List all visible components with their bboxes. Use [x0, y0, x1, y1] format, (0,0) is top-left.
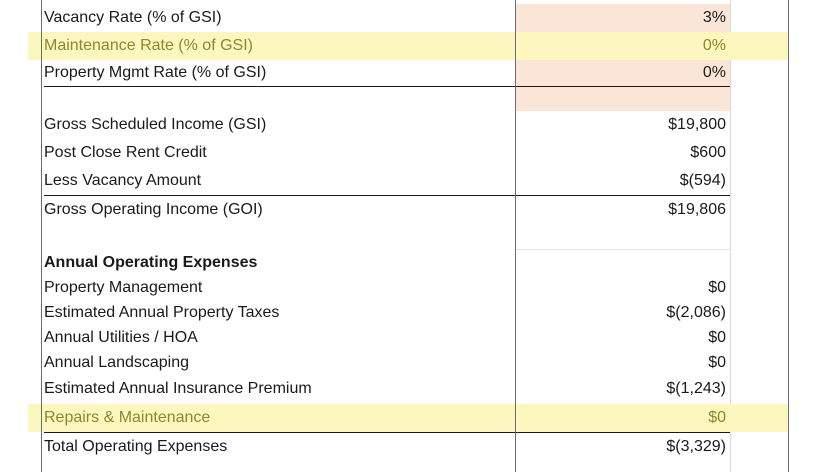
row-less-vacancy[interactable]: Less Vacancy Amount $(594): [0, 167, 816, 195]
row-label[interactable]: Maintenance Rate (% of GSI): [44, 37, 253, 54]
row-gsi[interactable]: Gross Scheduled Income (GSI) $19,800: [0, 111, 816, 139]
row-maintenance-rate[interactable]: Maintenance Rate (% of GSI) 0%: [28, 32, 788, 60]
row-value[interactable]: $(3,329): [666, 438, 726, 455]
row-value[interactable]: $0: [708, 409, 726, 426]
row-value[interactable]: 3%: [516, 4, 730, 32]
column-border: [515, 0, 516, 472]
row-utilities-hoa[interactable]: Annual Utilities / HOA $0: [0, 325, 816, 350]
row-value[interactable]: $(1,243): [666, 380, 726, 397]
row-property-management[interactable]: Property Management $0: [0, 275, 816, 300]
section-heading: Annual Operating Expenses: [44, 253, 258, 271]
row-value[interactable]: $0: [708, 278, 726, 296]
row-label[interactable]: Less Vacancy Amount: [44, 172, 202, 189]
row-border: [44, 432, 730, 433]
row-label[interactable]: Total Operating Expenses: [44, 438, 228, 455]
row-border: [44, 195, 730, 196]
row-insurance[interactable]: Estimated Annual Insurance Premium $(1,2…: [0, 375, 816, 403]
row-label[interactable]: Post Close Rent Credit: [44, 144, 207, 161]
row-label[interactable]: Repairs & Maintenance: [44, 409, 211, 426]
row-label[interactable]: Property Mgmt Rate (% of GSI): [44, 64, 267, 81]
row-label[interactable]: Property Management: [44, 278, 203, 296]
row-value[interactable]: $(594): [679, 172, 726, 189]
row-property-taxes[interactable]: Estimated Annual Property Taxes $(2,086): [0, 300, 816, 325]
row-value[interactable]: $19,800: [668, 116, 726, 133]
row-annual-opex-header[interactable]: Annual Operating Expenses: [0, 250, 816, 275]
row-value-empty[interactable]: [516, 87, 730, 111]
row-label[interactable]: Annual Utilities / HOA: [44, 328, 198, 346]
row-total-opex[interactable]: Total Operating Expenses $(3,329): [0, 433, 816, 461]
row-label[interactable]: Annual Landscaping: [44, 353, 190, 371]
row-label[interactable]: Gross Operating Income (GOI): [44, 201, 263, 218]
row-post-close-rent-credit[interactable]: Post Close Rent Credit $600: [0, 139, 816, 167]
right-border: [788, 0, 789, 472]
grid-line: [516, 249, 730, 250]
row-label[interactable]: Vacancy Rate (% of GSI): [44, 9, 222, 26]
row-repairs-maintenance[interactable]: Repairs & Maintenance $0: [28, 404, 788, 432]
row-value[interactable]: 0%: [702, 37, 726, 54]
row-value[interactable]: $600: [690, 144, 726, 161]
row-goi[interactable]: Gross Operating Income (GOI) $19,806: [0, 196, 816, 224]
row-landscaping[interactable]: Annual Landscaping $0: [0, 350, 816, 375]
row-value[interactable]: $(2,086): [666, 303, 726, 321]
row-border: [44, 86, 730, 87]
row-empty[interactable]: [0, 87, 816, 111]
row-value[interactable]: $0: [708, 353, 726, 371]
row-property-mgmt-rate[interactable]: Property Mgmt Rate (% of GSI) 0%: [0, 60, 816, 86]
column-divider: [730, 0, 731, 472]
row-label[interactable]: Estimated Annual Insurance Premium: [44, 380, 312, 397]
row-label[interactable]: Gross Scheduled Income (GSI): [44, 116, 267, 133]
row-value[interactable]: $0: [708, 328, 726, 346]
row-value[interactable]: 0%: [516, 60, 730, 86]
row-value[interactable]: $19,806: [668, 201, 726, 218]
left-border: [41, 0, 42, 472]
row-vacancy-rate[interactable]: Vacancy Rate (% of GSI) 3%: [0, 4, 816, 32]
row-label[interactable]: Estimated Annual Property Taxes: [44, 303, 280, 321]
